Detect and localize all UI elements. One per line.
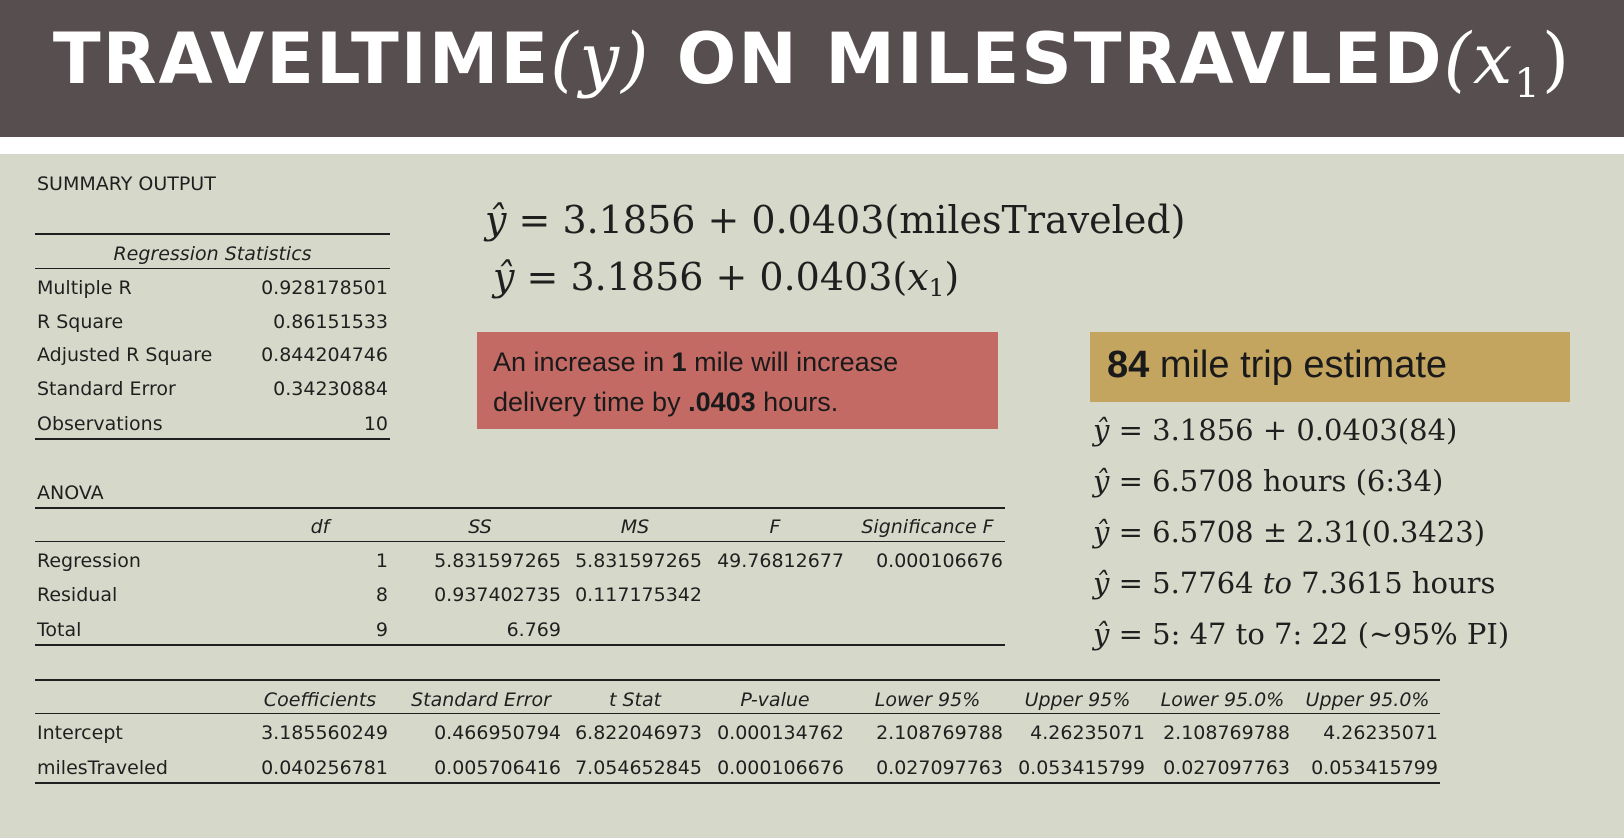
anova-ms: 5.831597265 <box>575 550 702 572</box>
anova-row-label: Residual <box>37 584 118 606</box>
coef-value: 7.054652845 <box>575 757 702 779</box>
coef-header: Standard Error <box>411 689 551 711</box>
anova-ms: 0.117175342 <box>575 584 702 606</box>
regression-equation-named: ŷ = 3.1856 + 0.0403(milesTraveled) <box>485 198 1186 242</box>
coef-row-label: Intercept <box>37 722 123 744</box>
title-y-variable: (y) <box>550 18 651 100</box>
title-traveltime: TRAVELTIME <box>52 18 551 100</box>
regression-equation-symbolic: ŷ = 3.1856 + 0.0403(x1) <box>493 255 960 302</box>
trip-estimate-heading-box: 84 mile trip estimate <box>1090 332 1570 402</box>
title-x-variable: (x1) <box>1443 18 1572 107</box>
title-banner: TRAVELTIME(y) ON MILESTRAVLED(x1) <box>0 0 1624 137</box>
anova-ss: 6.769 <box>506 619 561 641</box>
estimate-line: ŷ = 3.1856 + 0.0403(84) <box>1093 413 1458 447</box>
estimate-line: ŷ = 6.5708 ± 2.31(0.3423) <box>1093 515 1486 549</box>
coef-bottom-rule <box>35 782 1440 784</box>
anova-significance-f: 0.000106676 <box>876 550 1003 572</box>
anova-header-rule <box>35 541 1005 542</box>
stat-value: 0.86151533 <box>273 311 388 333</box>
anova-row-label: Regression <box>37 550 141 572</box>
stat-label: Multiple R <box>37 277 132 299</box>
coef-header: Coefficients <box>263 689 377 711</box>
estimate-line: ŷ = 5: 47 to 7: 22 (~95% PI) <box>1093 617 1510 651</box>
coef-value: 0.027097763 <box>876 757 1003 779</box>
interpretation-text: An increase in 1 mile will increase deli… <box>493 347 899 417</box>
anova-df: 9 <box>375 619 388 641</box>
coef-value: 0.000134762 <box>717 722 844 744</box>
regression-statistics-title: Regression Statistics <box>113 243 312 265</box>
coef-value: 0.000106676 <box>717 757 844 779</box>
anova-header-ms: MS <box>620 516 650 538</box>
anova-f: 49.76812677 <box>717 550 844 572</box>
coef-value: 0.053415799 <box>1018 757 1145 779</box>
estimate-line: ŷ = 5.7764 to 7.3615 hours <box>1093 566 1496 600</box>
coef-value: 3.185560249 <box>261 722 388 744</box>
anova-row-label: Total <box>37 619 82 641</box>
coef-header-rule <box>35 713 1440 714</box>
coef-value: 0.005706416 <box>434 757 561 779</box>
anova-top-rule <box>35 507 1005 509</box>
interpretation-box: An increase in 1 mile will increase deli… <box>477 332 998 429</box>
coef-header: Upper 95.0% <box>1305 689 1430 711</box>
coef-header: Upper 95% <box>1024 689 1131 711</box>
slide-title: TRAVELTIME(y) ON MILESTRAVLED(x1) <box>0 14 1624 104</box>
coef-value: 0.027097763 <box>1163 757 1290 779</box>
coef-row-label: milesTraveled <box>37 757 168 779</box>
anova-caption: ANOVA <box>37 482 104 504</box>
coef-value: 0.040256781 <box>261 757 388 779</box>
stat-value: 0.928178501 <box>261 277 388 299</box>
coef-header: Lower 95% <box>874 689 981 711</box>
anova-header-f: F <box>769 516 781 538</box>
coef-value: 0.053415799 <box>1311 757 1438 779</box>
coef-value: 0.466950794 <box>434 722 561 744</box>
header-divider <box>0 137 1624 154</box>
trip-estimate-heading: 84 mile trip estimate <box>1107 344 1448 386</box>
coef-header: Lower 95.0% <box>1160 689 1285 711</box>
anova-header-ss: SS <box>468 516 492 538</box>
stat-value: 0.34230884 <box>273 378 388 400</box>
stat-label: Adjusted R Square <box>37 344 213 366</box>
stats-top-rule <box>35 233 390 235</box>
stats-header-rule <box>35 268 390 269</box>
anova-header-significance-f: Significance F <box>861 516 994 538</box>
stat-label: R Square <box>37 311 124 333</box>
coef-value: 4.26235071 <box>1323 722 1438 744</box>
coef-value: 6.822046973 <box>575 722 702 744</box>
anova-df: 8 <box>375 584 388 606</box>
stat-label: Observations <box>37 413 163 435</box>
anova-ss: 5.831597265 <box>434 550 561 572</box>
anova-df: 1 <box>375 550 388 572</box>
coef-header: P-value <box>740 689 810 711</box>
coef-value: 2.108769788 <box>1163 722 1290 744</box>
stat-label: Standard Error <box>37 378 176 400</box>
title-on-milestravled: ON MILESTRAVLED <box>650 18 1444 100</box>
stat-value: 10 <box>363 413 388 435</box>
estimate-line: ŷ = 6.5708 hours (6:34) <box>1093 464 1444 498</box>
summary-output-caption: SUMMARY OUTPUT <box>37 173 216 195</box>
stat-value: 0.844204746 <box>261 344 388 366</box>
anova-ss: 0.937402735 <box>434 584 561 606</box>
anova-bottom-rule <box>35 644 1005 646</box>
coef-value: 4.26235071 <box>1030 722 1145 744</box>
coef-header: t Stat <box>608 689 662 711</box>
stats-bottom-rule <box>35 438 390 440</box>
coef-value: 2.108769788 <box>876 722 1003 744</box>
coef-top-rule <box>35 679 1440 681</box>
anova-header-df: df <box>310 516 330 538</box>
